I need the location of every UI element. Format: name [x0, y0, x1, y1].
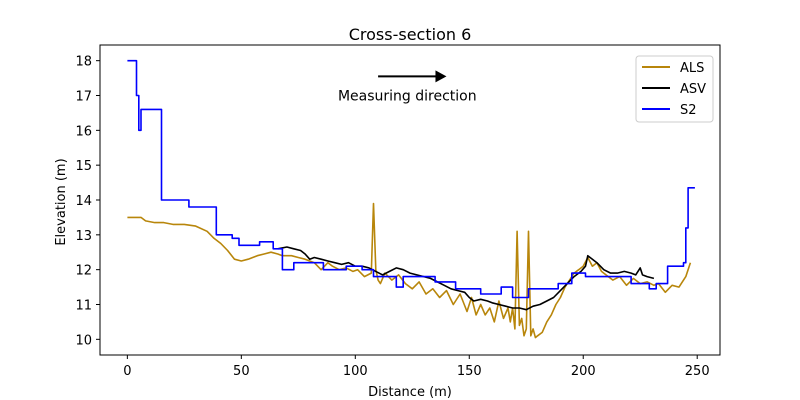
- y-tick-label: 14: [75, 194, 92, 209]
- y-tick-label: 10: [75, 333, 92, 348]
- x-tick-label: 200: [571, 364, 596, 379]
- chart-title: Cross-section 6: [349, 25, 472, 44]
- legend-label: ASV: [680, 82, 706, 97]
- x-tick-label: 100: [343, 364, 368, 379]
- legend: ALS ASV S2: [635, 55, 714, 123]
- x-tick-label: 250: [685, 364, 710, 379]
- legend-label: ALS: [680, 61, 704, 76]
- x-tick-label: 50: [233, 364, 250, 379]
- y-tick-label: 15: [75, 159, 92, 174]
- legend-box: [635, 55, 714, 123]
- legend-label: S2: [680, 103, 697, 118]
- series-line-s2: [127, 59, 695, 299]
- y-tick-label: 17: [75, 90, 92, 105]
- y-axis-label: Elevation (m): [54, 158, 69, 245]
- x-axis: 0 50 100 150 200 250: [123, 355, 710, 379]
- y-tick-label: 13: [75, 229, 92, 244]
- plot-series: [127, 59, 695, 339]
- y-tick-label: 12: [75, 264, 92, 279]
- x-tick-label: 150: [457, 364, 482, 379]
- direction-arrow-icon: [435, 70, 447, 83]
- x-tick-label: 0: [123, 364, 131, 379]
- y-tick-label: 18: [75, 55, 92, 70]
- y-tick-label: 16: [75, 124, 92, 139]
- y-tick-label: 11: [75, 298, 92, 313]
- x-axis-label: Distance (m): [368, 385, 452, 400]
- series-line-asv: [277, 246, 655, 311]
- y-axis: 10 11 12 13 14 15 16 17 18: [75, 55, 100, 348]
- measuring-direction-annotation: Measuring direction: [338, 70, 477, 104]
- direction-annotation-text: Measuring direction: [338, 88, 477, 104]
